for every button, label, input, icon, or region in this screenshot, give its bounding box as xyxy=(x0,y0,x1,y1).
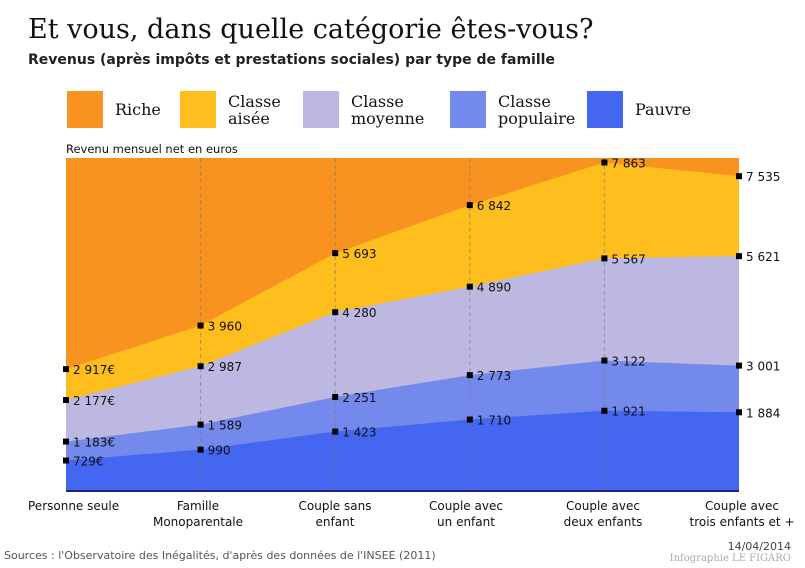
legend-item: Classe populaire xyxy=(450,91,587,128)
data-label: 990 xyxy=(208,444,231,458)
data-label: 2 987 xyxy=(208,360,242,374)
data-label: 5 567 xyxy=(611,252,645,266)
x-tick-label: Couple sans enfant xyxy=(299,499,372,529)
legend-swatch xyxy=(587,91,623,128)
data-point xyxy=(197,421,204,428)
data-point xyxy=(63,438,69,445)
data-label: 3 122 xyxy=(611,355,645,369)
legend: Riche Classe aisée Classe moyenne Classe po… xyxy=(67,91,707,128)
data-label: 1 921 xyxy=(611,405,645,419)
data-point xyxy=(601,407,608,414)
legend-label: Riche xyxy=(115,100,161,119)
legend-swatch xyxy=(303,91,339,128)
legend-label: Classe aisée xyxy=(228,91,281,128)
data-point xyxy=(466,416,473,423)
data-label: 7 863 xyxy=(611,156,645,170)
data-point xyxy=(332,250,339,257)
x-tick-label: Couple avec deux enfants xyxy=(564,499,643,529)
data-label: 4 890 xyxy=(477,281,511,295)
legend-swatch xyxy=(67,91,103,128)
area-pauvre xyxy=(66,410,739,491)
x-tick-label: Couple avec trois enfants et + xyxy=(689,499,794,529)
data-point xyxy=(466,202,473,209)
data-point xyxy=(332,428,339,435)
x-tick-label: Personne seule xyxy=(28,499,119,513)
data-point xyxy=(466,372,473,379)
data-label: 2 251 xyxy=(342,391,376,405)
data-label: 5 693 xyxy=(342,247,376,261)
legend-item: Classe moyenne xyxy=(303,91,450,128)
source-note: Sources : l'Observatoire des Inégalités,… xyxy=(4,549,436,562)
legend-item: Classe aisée xyxy=(180,91,303,128)
data-point xyxy=(736,173,742,180)
data-label: 4 280 xyxy=(342,306,376,320)
y-axis-label: Revenu mensuel net en euros xyxy=(66,142,238,156)
data-point xyxy=(332,309,339,316)
data-label: 3 001 xyxy=(746,360,780,374)
data-point xyxy=(601,357,608,364)
legend-label: Classe populaire xyxy=(498,91,576,128)
legend-item: Pauvre xyxy=(587,91,707,128)
data-label: 1 884 xyxy=(746,406,780,420)
data-label: 1 710 xyxy=(477,414,511,428)
legend-swatch xyxy=(450,91,486,128)
data-label: 729€ xyxy=(73,455,104,469)
data-label: 6 842 xyxy=(477,199,511,213)
chart-title: Et vous, dans quelle catégorie êtes-vous… xyxy=(28,14,594,45)
credit-logo: Infographie LE FIGARO xyxy=(669,553,791,564)
data-point xyxy=(466,283,473,290)
data-label: 1 423 xyxy=(342,426,376,440)
data-label: 5 621 xyxy=(746,250,780,264)
legend-swatch xyxy=(180,91,216,128)
data-label: 7 535 xyxy=(746,170,780,184)
data-label: 1 589 xyxy=(208,419,242,433)
data-point xyxy=(63,397,69,404)
data-point xyxy=(601,159,608,166)
data-label: 1 183€ xyxy=(73,436,115,450)
data-label: 2 177€ xyxy=(73,394,115,408)
data-label: 2 917€ xyxy=(73,363,115,377)
data-point xyxy=(601,255,608,262)
legend-label: Pauvre xyxy=(635,100,692,119)
data-point xyxy=(197,446,204,453)
data-point xyxy=(63,457,69,464)
chart-subtitle: Revenus (après impôts et prestations soc… xyxy=(28,52,555,68)
data-point xyxy=(736,409,742,416)
date: 14/04/2014 xyxy=(727,540,791,553)
data-point xyxy=(197,322,204,329)
data-point xyxy=(63,366,69,373)
x-tick-label: Couple avec un enfant xyxy=(429,499,503,529)
data-label: 2 773 xyxy=(477,369,511,383)
data-point xyxy=(736,253,742,260)
legend-item: Riche xyxy=(67,91,180,128)
x-tick-label: Famille Monoparentale xyxy=(153,499,243,529)
data-label: 3 960 xyxy=(208,320,242,334)
data-point xyxy=(736,362,742,369)
legend-label: Classe moyenne xyxy=(351,91,425,128)
data-point xyxy=(332,393,339,400)
data-point xyxy=(197,363,204,370)
